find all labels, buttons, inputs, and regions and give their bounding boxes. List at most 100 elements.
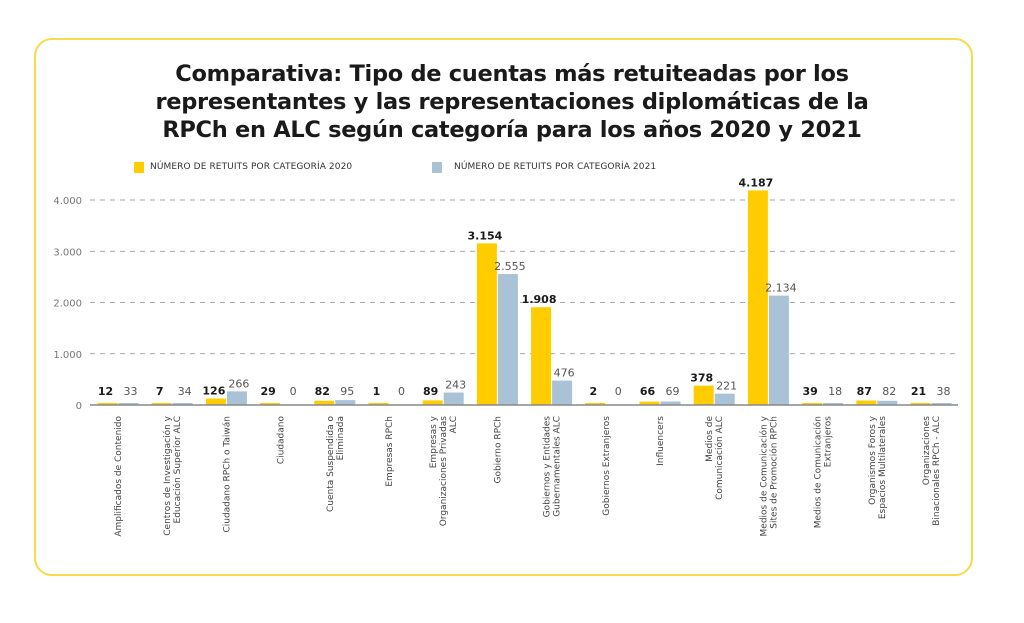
data-label-2020: 87 [857, 385, 872, 398]
x-tick-label-line: Educación Superior ALC [172, 416, 183, 523]
x-tick-label-line: Organismos Foros y [868, 415, 878, 504]
bar-2020 [639, 401, 660, 405]
x-tick-label-line: Medios de [705, 416, 715, 462]
data-label-2021: 0 [615, 385, 622, 398]
bar-2020 [693, 385, 714, 405]
y-tick-label: 0 [76, 401, 82, 412]
bar-2020 [422, 400, 443, 405]
bar-2021 [660, 401, 681, 405]
x-tick-label-line: Eliminada [336, 416, 346, 460]
data-label-2021: 0 [290, 385, 297, 398]
chart-title-line-3: RPCh en ALC según categoría para los año… [162, 117, 862, 143]
data-label-2020: 4.187 [739, 176, 774, 189]
bar-2020 [802, 403, 823, 405]
x-tick-label-line: Empresas RPCh [385, 416, 395, 487]
x-tick-label-line: Organizaciones [922, 416, 932, 485]
data-label-2020: 378 [690, 372, 713, 385]
bar-2020 [531, 307, 552, 405]
x-tick-label: Ciudadano RPCh o Taiwán [222, 416, 232, 533]
y-tick-label: 2.000 [53, 299, 82, 310]
bar-2020 [476, 243, 497, 405]
x-tick-label: Empresas RPCh [385, 416, 395, 487]
bar-2021 [443, 392, 464, 405]
x-tick-label: Cuenta Suspendida oEliminada [326, 416, 346, 512]
y-tick-label: 1.000 [53, 350, 82, 361]
x-tick-label-line: Empresas y [429, 415, 439, 468]
x-tick-label-line: Centros de Investigación y [162, 415, 173, 535]
chart-title-line-2: representantes y las representaciones di… [155, 89, 869, 115]
bar-2021 [172, 403, 193, 405]
x-tick-label-line: Ciudadano [277, 416, 287, 465]
bar-2021 [118, 403, 139, 405]
data-label-2021: 82 [882, 385, 896, 398]
legend-label-2020: NÚMERO DE RETUITS POR CATEGORÍA 2020 [150, 162, 353, 172]
x-tick-label: Medios de Comunicación ySites de Promoci… [758, 415, 779, 536]
x-tick-label: OrganizacionesBinacionales RPCh - ALC [922, 416, 942, 526]
data-label-2021: 221 [716, 380, 737, 393]
x-tick-label-line: Gobierno RPCh [493, 416, 503, 484]
x-tick-label: Amplificados de Contenido [114, 416, 124, 537]
x-tick-label: Empresas yOrganizaciones PrivadasALC [429, 415, 459, 526]
x-tick-label-line: Gobiernos Extranjeros [602, 416, 612, 516]
chart-title-line-1: Comparativa: Tipo de cuentas más retuite… [175, 61, 849, 87]
bar-2021 [823, 403, 844, 405]
x-tick-label-line: ALC [449, 416, 459, 433]
data-label-2020: 29 [260, 385, 275, 398]
legend-label-2021: NÚMERO DE RETUITS POR CATEGORÍA 2021 [454, 162, 657, 172]
bar-2020 [260, 403, 281, 405]
data-label-2020: 82 [315, 385, 330, 398]
data-label-2021: 243 [445, 379, 466, 392]
x-tick-label-line: Medios de Comunicación y [758, 415, 769, 536]
bar-2020 [910, 403, 931, 405]
legend-swatch-2021 [432, 161, 442, 173]
x-tick-label: Gobierno RPCh [493, 416, 503, 484]
data-label-2021: 38 [937, 385, 951, 398]
x-tick-label: Medios de ComunicaciónExtranjeros [813, 416, 834, 529]
data-label-2020: 39 [802, 385, 817, 398]
chart-title: Comparativa: Tipo de cuentas más retuite… [60, 60, 964, 144]
bar-2020 [585, 403, 606, 405]
legend-swatch-2020 [134, 161, 144, 173]
data-label-2021: 34 [178, 385, 192, 398]
x-tick-label: Medios deComunicación ALC [705, 416, 725, 500]
x-tick-label-line: Binacionales RPCh - ALC [932, 416, 942, 526]
data-label-2021: 69 [666, 385, 680, 398]
x-tick-label-line: Influencers [656, 416, 666, 466]
x-tick-label: Centros de Investigación yEducación Supe… [162, 415, 183, 535]
data-label-2021: 95 [340, 385, 354, 398]
x-tick-label: Influencers [656, 416, 666, 466]
x-tick-label-line: Comunicación ALC [714, 416, 725, 500]
x-tick-label-line: Ciudadano RPCh o Taiwán [222, 416, 232, 533]
bar-2021 [335, 400, 356, 405]
bar-2021 [552, 380, 573, 405]
data-label-2020: 1.908 [522, 293, 557, 306]
data-label-2021: 2.134 [765, 282, 797, 295]
data-label-2021: 2.555 [494, 260, 526, 273]
data-label-2020: 126 [202, 385, 225, 398]
data-label-2021: 476 [554, 367, 575, 380]
legend-item-2021: NÚMERO DE RETUITS POR CATEGORÍA 2021 [432, 160, 656, 174]
x-tick-label-line: Amplificados de Contenido [114, 416, 124, 537]
legend-item-2020: NÚMERO DE RETUITS POR CATEGORÍA 2020 [134, 160, 352, 174]
x-tick-label-line: Organizaciones Privadas [439, 416, 449, 527]
data-label-2020: 2 [589, 385, 597, 398]
x-tick-label-line: Extranjeros [824, 416, 834, 468]
data-label-2021: 18 [828, 385, 842, 398]
x-tick-label: Ciudadano [277, 416, 287, 465]
bar-2021 [497, 274, 518, 405]
bar-2021 [877, 400, 898, 405]
x-tick-label-line: Sites de Promoción RPCh [768, 416, 779, 529]
data-label-2020: 21 [911, 385, 926, 398]
bar-2021 [768, 295, 789, 405]
bar-2020 [747, 190, 768, 405]
x-tick-label-line: Medios de Comunicación [813, 416, 824, 528]
bar-2020 [151, 403, 172, 405]
data-label-2021: 0 [398, 385, 405, 398]
x-tick-label: Gobiernos Extranjeros [602, 416, 612, 516]
bar-2021 [931, 403, 952, 405]
bar-2020 [205, 398, 226, 405]
bar-2020 [314, 400, 335, 405]
bar-2021 [226, 391, 247, 405]
data-label-2020: 1 [373, 385, 381, 398]
